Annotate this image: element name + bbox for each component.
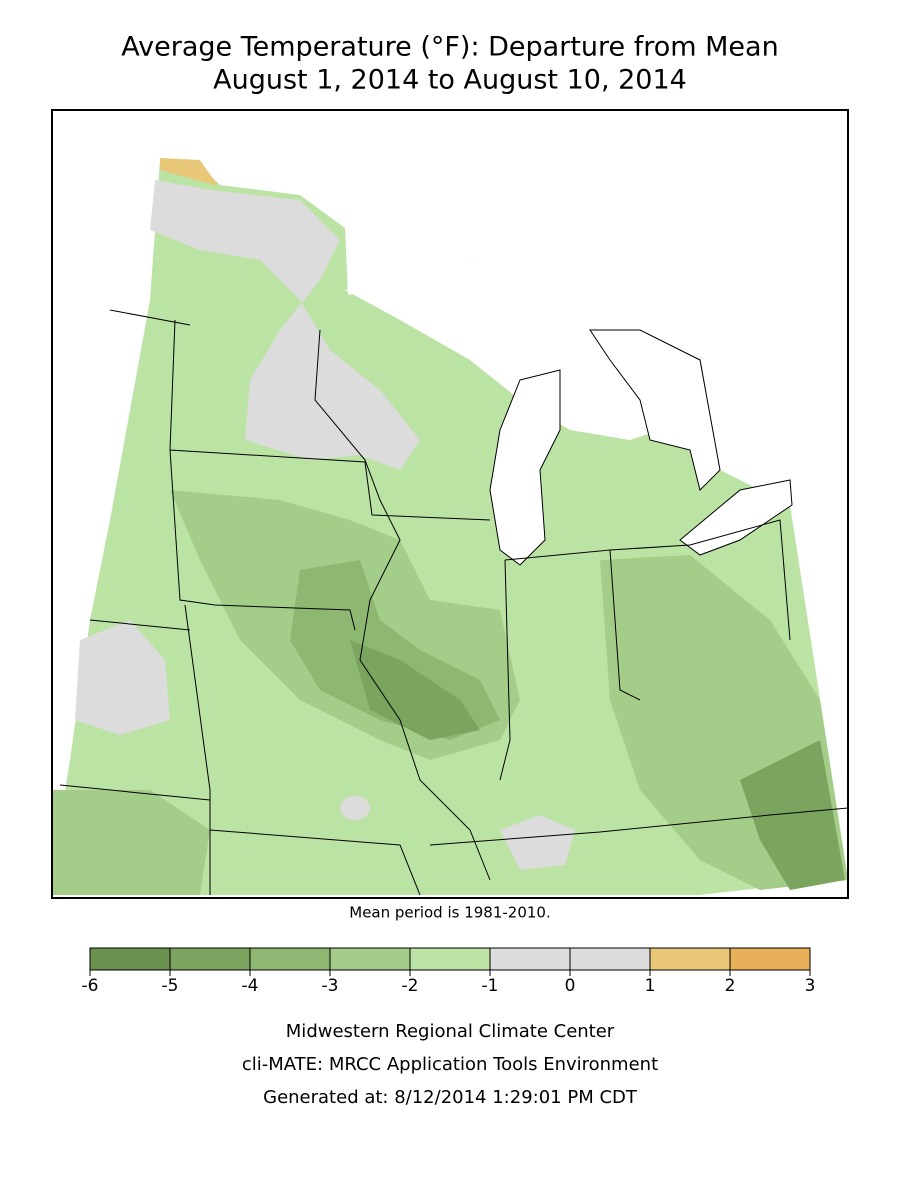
title-line: August 1, 2014 to August 10, 2014 bbox=[213, 65, 687, 96]
lake bbox=[589, 329, 721, 491]
cool-area bbox=[740, 740, 845, 890]
legend-swatch bbox=[649, 947, 731, 971]
legend-tick-label: 1 bbox=[645, 976, 656, 996]
legend-tick-label: 0 bbox=[565, 976, 576, 996]
map-frame bbox=[51, 109, 849, 899]
legend-swatch bbox=[489, 947, 571, 971]
gray-area bbox=[150, 180, 420, 470]
warm-area bbox=[160, 158, 218, 186]
legend-tick-label: -5 bbox=[162, 976, 179, 996]
lake bbox=[679, 479, 793, 556]
legend-tick-label: 2 bbox=[725, 976, 736, 996]
cool-area bbox=[52, 790, 210, 895]
legend-tick-label: -1 bbox=[482, 976, 499, 996]
gray-area bbox=[340, 796, 370, 820]
legend-tick-label: -6 bbox=[82, 976, 99, 996]
legend-tick-label: -2 bbox=[402, 976, 419, 996]
legend-tick-label: -3 bbox=[322, 976, 339, 996]
legend-swatch bbox=[729, 947, 811, 971]
legend-tick-label: 3 bbox=[805, 976, 816, 996]
lake bbox=[489, 369, 561, 566]
legend-swatch bbox=[249, 947, 331, 971]
legend-tick-label: -4 bbox=[242, 976, 259, 996]
map bbox=[51, 109, 849, 899]
footer-line: Generated at: 8/12/2014 1:29:01 PM CDT bbox=[263, 1087, 638, 1108]
legend-swatch bbox=[89, 947, 171, 971]
legend-swatch bbox=[409, 947, 491, 971]
legend: -6 -5 -4 -3 -2 -1 0 1 2 3 bbox=[82, 947, 816, 996]
footer-line: Midwestern Regional Climate Center bbox=[286, 1021, 615, 1042]
legend-swatch bbox=[569, 947, 651, 971]
note: Mean period is 1981-2010. bbox=[349, 904, 550, 922]
cool-area bbox=[350, 640, 480, 740]
borders bbox=[59, 309, 849, 896]
footer-line: cli-MATE: MRCC Application Tools Environ… bbox=[242, 1054, 658, 1075]
gray-area bbox=[75, 620, 170, 735]
title-line: Average Temperature (°F): Departure from… bbox=[121, 32, 778, 63]
legend-swatch bbox=[169, 947, 251, 971]
gray-area bbox=[500, 815, 575, 870]
legend-swatch bbox=[329, 947, 411, 971]
lake bbox=[345, 262, 700, 440]
